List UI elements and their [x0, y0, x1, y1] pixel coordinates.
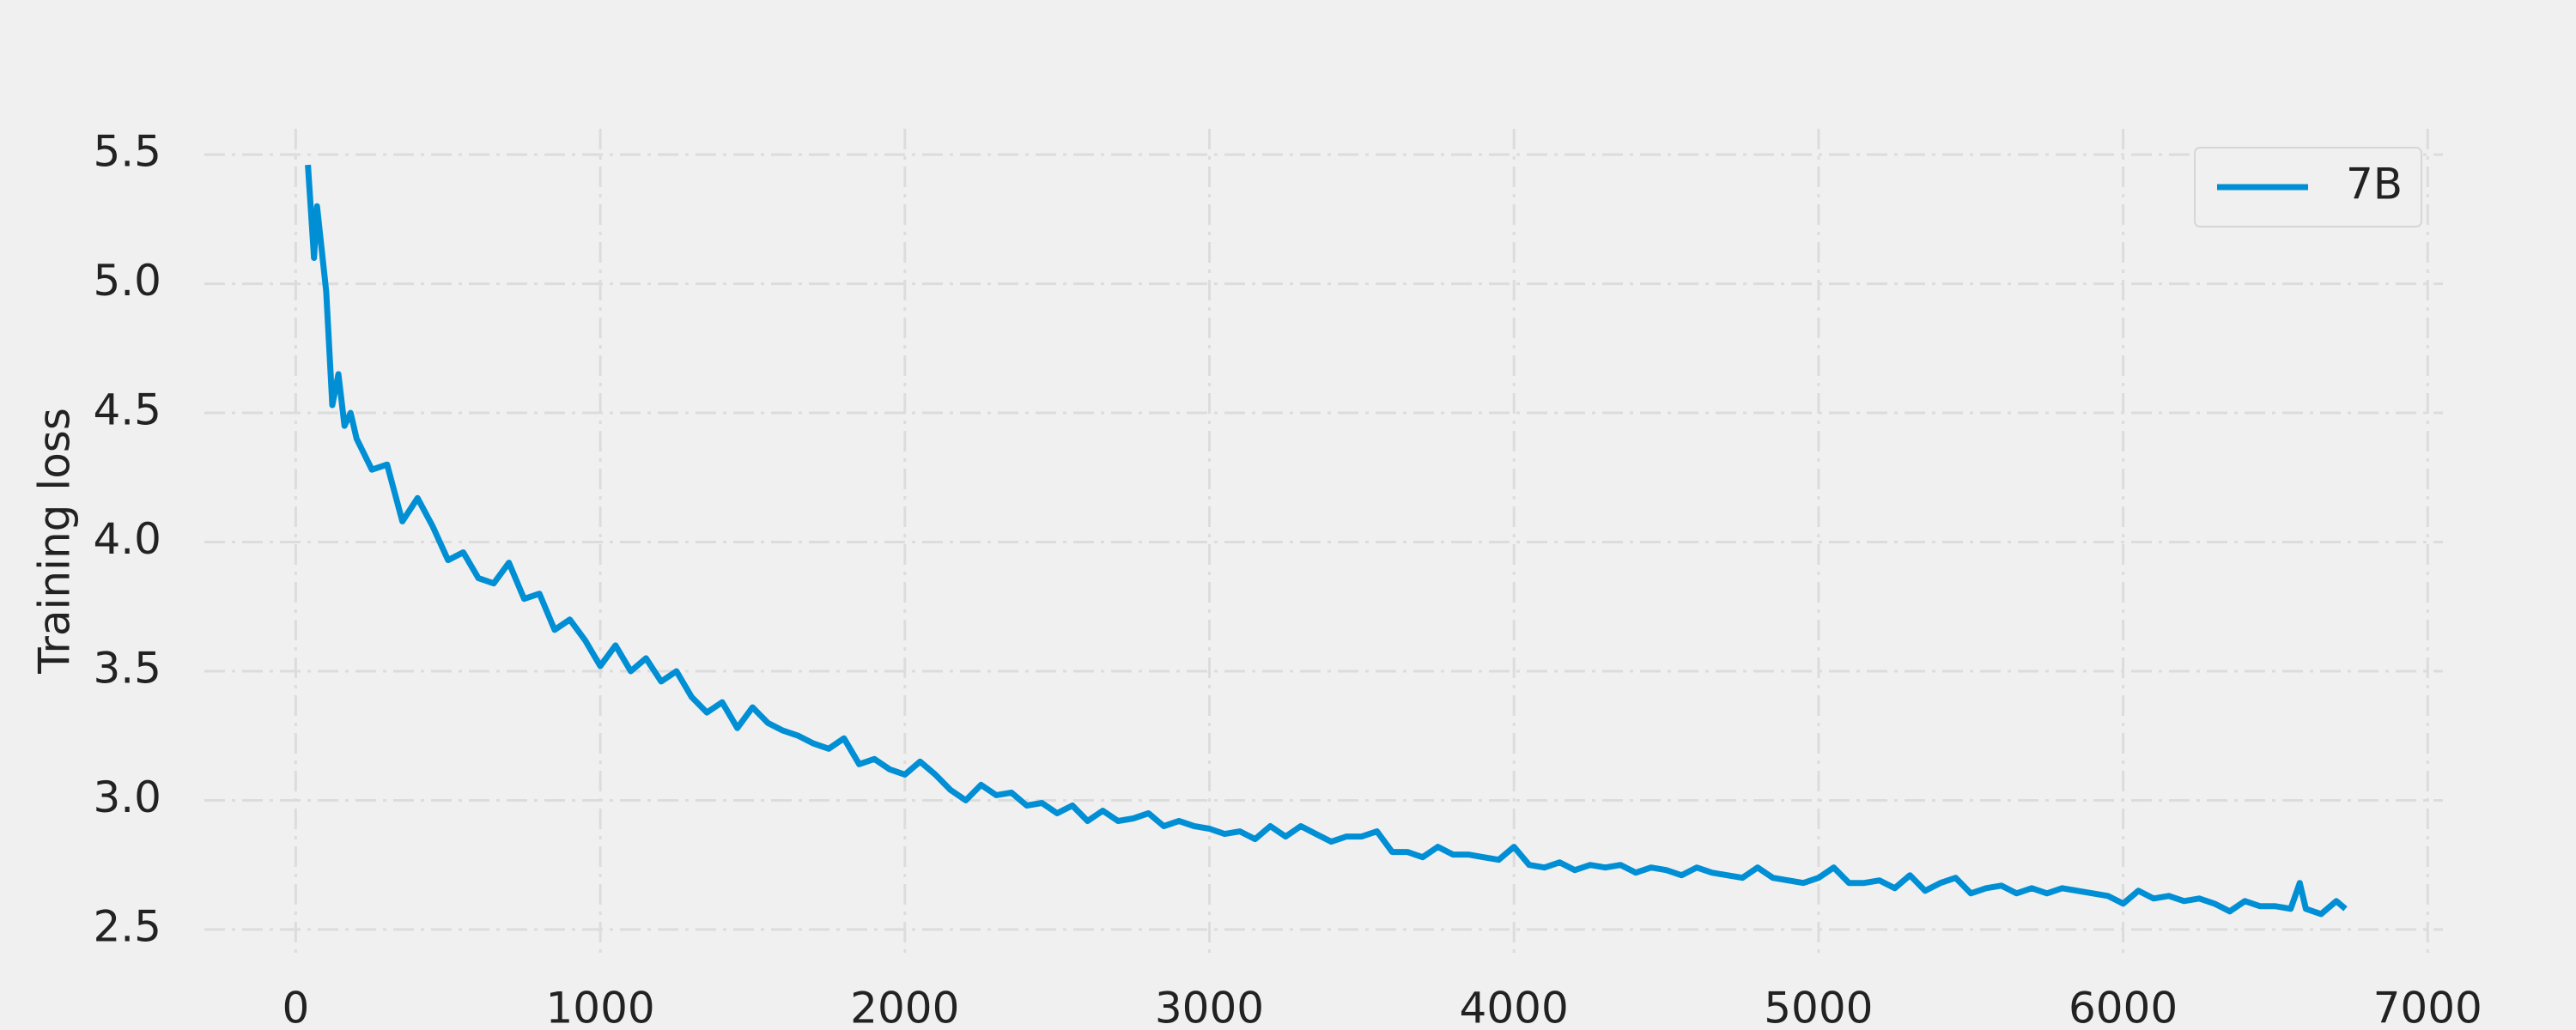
legend-label: 7B: [2346, 160, 2403, 209]
x-tick-label: 2000: [850, 984, 959, 1030]
y-axis-label: Training loss: [30, 408, 80, 675]
x-tick-label: 6000: [2069, 984, 2178, 1030]
data-line: [305, 164, 2348, 918]
x-tick-label: 3000: [1155, 984, 1264, 1030]
x-tick-label: 4000: [1460, 984, 1569, 1030]
y-tick-label: 4.0: [93, 514, 161, 564]
y-tick-label: 2.5: [93, 901, 161, 951]
x-tick-label: 0: [283, 984, 310, 1030]
x-tick-label: 7000: [2373, 984, 2482, 1030]
y-tick-label: 3.0: [93, 772, 161, 822]
y-tick-label: 5.0: [93, 256, 161, 306]
y-tick-label: 4.5: [93, 385, 161, 435]
y-tick-label: 5.5: [93, 127, 161, 177]
y-tick-label: 3.5: [93, 643, 161, 693]
x-tick-label: 5000: [1764, 984, 1873, 1030]
x-tick-label: 1000: [545, 984, 654, 1030]
